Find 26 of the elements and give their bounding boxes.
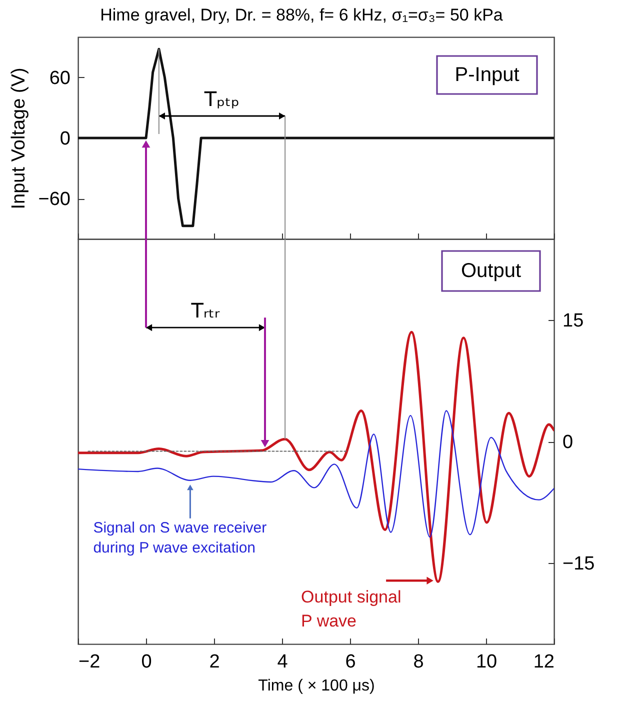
annotation: Output (460, 260, 522, 282)
x-tick-label: 10 (476, 652, 498, 672)
x-tick-label: 12 (533, 652, 554, 672)
x-tick-label: 0 (141, 652, 152, 672)
y-tick-label: 60 (49, 68, 70, 89)
x-tick-label: 6 (345, 652, 356, 672)
x-tick-label: 8 (413, 652, 424, 672)
x-tick-label: 2 (209, 652, 220, 672)
y-tick-label: −60 (38, 189, 70, 210)
x-axis-title: Time ( × 100 μs) (258, 678, 375, 694)
annotation: Tₚₜₚ (203, 87, 240, 111)
y-tick-label: 0 (562, 432, 574, 453)
line-series (78, 410, 554, 538)
x-tick-label: −2 (78, 652, 100, 672)
annotation: Tᵣₜᵣ (190, 298, 221, 323)
annotation: P-Input (454, 64, 520, 86)
y-tick-label: 15 (562, 310, 584, 332)
annotation: Signal on S wave receiver during P wave excitation (93, 519, 267, 556)
x-tick-label: 4 (277, 652, 288, 672)
annotation: Output signal P wave (301, 588, 402, 631)
y-axis-title: Input Voltage (V) (8, 68, 30, 210)
line-series (78, 48, 554, 228)
chart-title: Hime gravel, Dry, Dr. = 88%, f= 6 kHz, σ₁=σ₃= 50 kPa (100, 5, 504, 24)
y-tick-label: 0 (60, 128, 70, 150)
y-tick-label: −15 (562, 554, 595, 574)
line-series (78, 330, 554, 583)
